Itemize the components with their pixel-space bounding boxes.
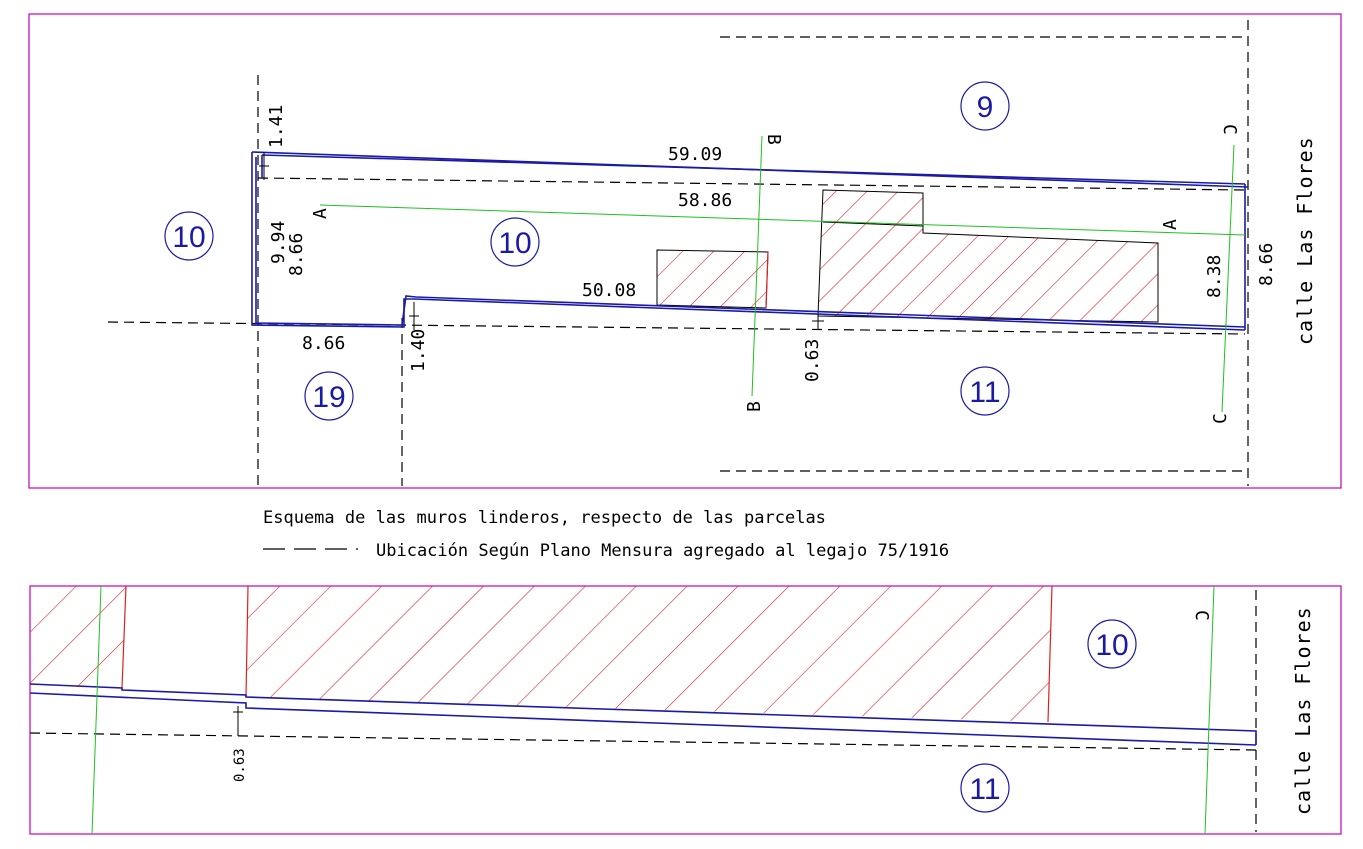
detail-street-label: calle Las Flores	[1291, 606, 1315, 815]
detail-parcel-circle	[1087, 619, 1137, 669]
dim-inner-length: 58.86	[678, 190, 732, 211]
legend-dashed-label: Ubicación Según Plano Mensura agregado a…	[376, 541, 949, 561]
section-markers: A A B B C C	[310, 124, 1240, 424]
detail-boundary-walls	[30, 683, 1257, 746]
section-marker-c: C	[1219, 124, 1240, 135]
parcel-label: 19	[312, 381, 345, 414]
detail-building-left	[30, 586, 126, 688]
parcel-label: 10	[498, 227, 531, 260]
section-marker-a: A	[1160, 219, 1181, 230]
detail-dashed-line	[30, 732, 1257, 751]
section-marker-b: B	[744, 401, 765, 412]
detail-parcel-label: 10	[1095, 629, 1128, 662]
dim-back-width-b: 8.66	[286, 233, 307, 276]
dim-back-width-a: 9.94	[268, 221, 289, 264]
section-lines	[319, 135, 1246, 413]
street-label: calle Las Flores	[1293, 136, 1317, 345]
dimension-ticks	[259, 152, 824, 330]
section-marker-a: A	[310, 208, 331, 219]
parcel-labels: 10 10 9 19 11	[164, 81, 1010, 421]
building-large	[817, 189, 1159, 323]
parcel-label: 11	[969, 376, 1000, 409]
boundary-walls	[251, 151, 1249, 331]
dimension-labels: 59.09 58.86 50.08 8.66 1.41 9.94 8.66 1.…	[266, 105, 1277, 382]
detail-section-lines	[91, 586, 1215, 834]
detail-parcel-label: 11	[969, 773, 1000, 806]
dim-building-length: 50.08	[582, 280, 636, 301]
detail-parcel-circle	[960, 763, 1010, 813]
legend-title: Esquema de las muros linderos, respecto …	[263, 508, 826, 528]
section-marker-c: C	[1210, 413, 1231, 424]
dim-bottom-step: 1.40	[408, 329, 429, 372]
top-panel-frame	[28, 13, 1342, 489]
dim-front: 8.66	[1256, 243, 1277, 286]
survey-dashed-lines	[107, 20, 1249, 486]
parcel-label: 10	[172, 221, 205, 254]
building-small	[656, 249, 769, 309]
parcel-label: 9	[977, 91, 994, 124]
dim-front-inner: 8.38	[1204, 255, 1225, 298]
dim-offset: 0.63	[802, 339, 823, 382]
dim-bottom-left: 8.66	[302, 333, 345, 354]
detail-dim-offset: 0.63	[232, 748, 248, 782]
detail-section-marker-c: C	[1191, 610, 1212, 621]
section-marker-b: B	[763, 134, 784, 145]
detail-building-main	[246, 586, 1052, 722]
detail-dimension-tick	[233, 706, 243, 736]
dim-back-offset: 1.41	[266, 105, 287, 148]
dim-top-wall: 59.09	[668, 144, 722, 165]
